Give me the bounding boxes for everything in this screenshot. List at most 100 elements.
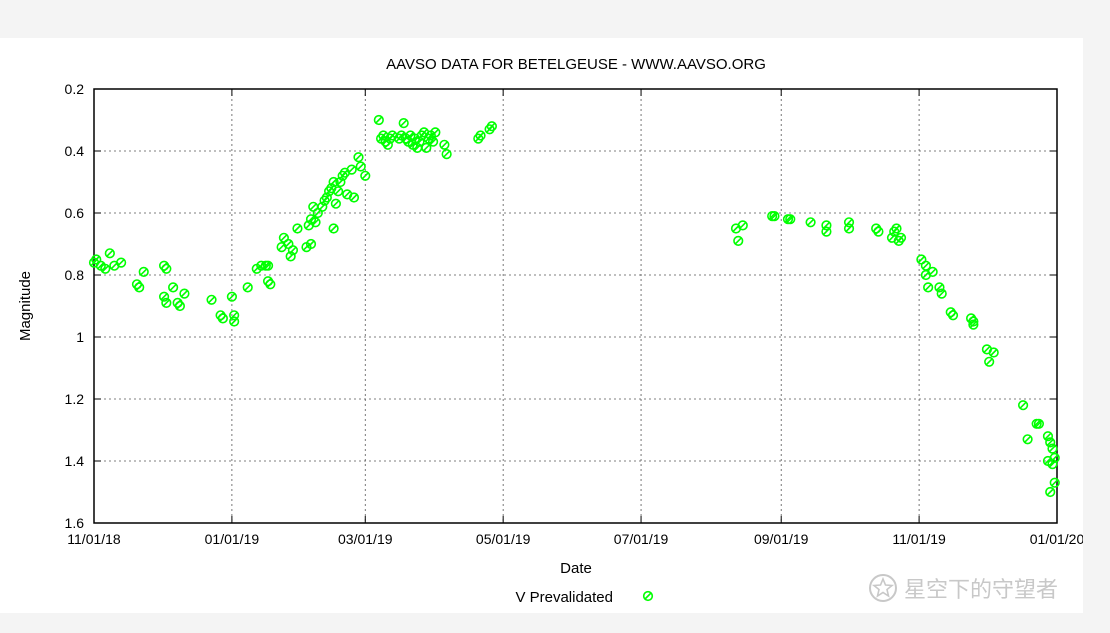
data-point bbox=[1017, 400, 1029, 411]
y-tick-label: 0.8 bbox=[65, 267, 85, 283]
data-point bbox=[174, 300, 186, 312]
data-point bbox=[805, 217, 816, 228]
axis-ticks: 0.2 0.4 0.6 0.8 1 1.2 1.4 1.611/01/18 01/01/19 03… bbox=[65, 81, 1083, 547]
data-point bbox=[947, 310, 959, 321]
grid bbox=[94, 89, 1057, 523]
data-point bbox=[923, 282, 934, 293]
x-tick-label: 09/01/19 bbox=[754, 531, 809, 547]
data-point bbox=[355, 161, 366, 172]
x-tick-label: 11/01/18 bbox=[67, 531, 121, 547]
legend-marker bbox=[642, 590, 654, 602]
watermark: 星空下的守望者 bbox=[868, 572, 1058, 604]
data-point bbox=[360, 170, 371, 181]
y-axis-label: Magnitude bbox=[17, 271, 34, 341]
y-tick-label: 0.2 bbox=[65, 81, 85, 97]
data-point bbox=[348, 192, 360, 203]
data-point bbox=[328, 176, 339, 188]
legend-marker-symbol bbox=[642, 590, 654, 602]
y-tick-label: 1.4 bbox=[65, 453, 85, 469]
data-point bbox=[934, 282, 945, 293]
data-point bbox=[242, 282, 253, 293]
data-point bbox=[873, 226, 884, 237]
data-point bbox=[427, 136, 439, 147]
data-point bbox=[737, 220, 748, 231]
watermark-text: 星空下的守望者 bbox=[904, 578, 1059, 603]
data-point bbox=[430, 127, 441, 138]
data-point bbox=[984, 356, 995, 367]
y-tick-label: 1 bbox=[76, 329, 84, 345]
data-points bbox=[88, 114, 1060, 498]
x-tick-label: 01/01/20 bbox=[1030, 531, 1083, 547]
x-tick-label: 11/01/19 bbox=[892, 531, 946, 547]
data-point bbox=[226, 291, 237, 302]
data-point bbox=[475, 130, 486, 141]
x-tick-label: 03/01/19 bbox=[338, 531, 393, 547]
data-point bbox=[398, 117, 409, 129]
data-point bbox=[439, 139, 450, 150]
data-point bbox=[100, 263, 111, 274]
legend: V Prevalidated bbox=[515, 589, 654, 606]
data-point bbox=[217, 313, 228, 324]
data-point bbox=[895, 232, 907, 243]
data-point bbox=[305, 238, 317, 250]
legend-label: V Prevalidated bbox=[515, 589, 613, 606]
y-tick-label: 1.6 bbox=[65, 515, 85, 531]
wechat-logo-icon bbox=[869, 574, 897, 602]
data-point bbox=[330, 198, 341, 209]
data-point bbox=[265, 279, 276, 290]
data-point bbox=[179, 288, 190, 299]
data-point bbox=[262, 260, 274, 271]
data-point bbox=[927, 266, 938, 277]
data-point bbox=[353, 152, 364, 163]
data-point bbox=[1045, 486, 1056, 498]
data-point bbox=[1033, 418, 1045, 429]
data-point bbox=[769, 211, 780, 222]
data-point bbox=[1049, 477, 1060, 488]
data-point bbox=[206, 294, 217, 305]
data-point bbox=[843, 223, 855, 234]
data-point bbox=[1049, 452, 1060, 464]
y-tick-label: 0.4 bbox=[65, 143, 85, 159]
data-point bbox=[310, 217, 321, 228]
x-tick-label: 07/01/19 bbox=[614, 531, 669, 547]
data-point bbox=[373, 114, 384, 126]
data-point bbox=[161, 297, 172, 309]
data-point bbox=[968, 319, 979, 330]
data-point bbox=[486, 121, 497, 132]
data-point bbox=[287, 245, 299, 256]
data-point bbox=[785, 214, 796, 225]
data-point bbox=[1022, 434, 1033, 445]
data-point bbox=[968, 316, 979, 327]
x-tick-label: 01/01/19 bbox=[205, 531, 260, 547]
data-point bbox=[104, 248, 115, 259]
data-point bbox=[328, 223, 339, 234]
data-point bbox=[1047, 443, 1058, 454]
data-point bbox=[333, 186, 344, 197]
y-tick-label: 1.2 bbox=[65, 391, 85, 407]
chart-title: AAVSO DATA FOR BETELGEUSE - WWW.AAVSO.OR… bbox=[386, 56, 766, 73]
data-point bbox=[346, 164, 357, 175]
x-tick-label: 05/01/19 bbox=[476, 531, 531, 547]
data-point bbox=[138, 266, 149, 277]
data-point bbox=[988, 347, 999, 358]
chart-canvas: AAVSO DATA FOR BETELGEUSE - WWW.AAVSO.OR… bbox=[17, 56, 1083, 606]
data-point bbox=[1045, 437, 1056, 448]
data-point bbox=[441, 148, 452, 160]
data-point bbox=[891, 223, 902, 234]
data-point bbox=[292, 223, 303, 234]
data-point bbox=[821, 226, 832, 237]
data-point bbox=[936, 288, 947, 299]
data-point bbox=[421, 142, 432, 153]
chart-panel: AAVSO DATA FOR BETELGEUSE - WWW.AAVSO.OR… bbox=[0, 38, 1083, 613]
data-point bbox=[116, 257, 127, 268]
data-point bbox=[1042, 431, 1054, 442]
data-point bbox=[161, 263, 172, 274]
data-point bbox=[134, 282, 145, 293]
data-point bbox=[158, 291, 170, 302]
y-tick-label: 0.6 bbox=[65, 205, 85, 221]
data-point bbox=[168, 282, 179, 293]
x-axis-label: Date bbox=[560, 560, 592, 577]
plot-area bbox=[93, 88, 1058, 524]
data-point bbox=[229, 316, 240, 327]
data-point bbox=[733, 235, 744, 246]
